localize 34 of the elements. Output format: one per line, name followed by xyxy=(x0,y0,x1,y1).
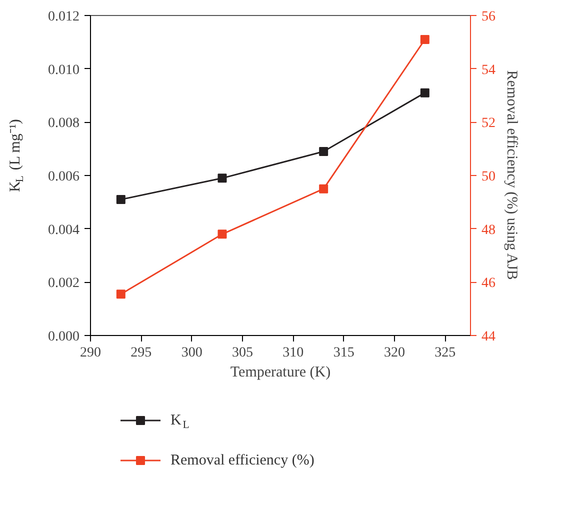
x-tick-label: 315 xyxy=(333,346,354,360)
legend-label: Removal efficiency (%) xyxy=(170,452,314,468)
x-tick-label: 310 xyxy=(282,346,304,360)
y2-tick-label: 52 xyxy=(482,116,496,132)
y-tick-label: 0.002 xyxy=(48,276,80,292)
point xyxy=(218,174,227,183)
y-tick-label: 0.006 xyxy=(48,170,80,184)
x-tick-label: 300 xyxy=(181,346,202,360)
x-tick-label: 305 xyxy=(232,346,253,360)
point xyxy=(319,147,328,156)
y-tick-label: 0.010 xyxy=(48,62,80,78)
y-tick-label: 0.000 xyxy=(48,330,80,344)
point xyxy=(116,290,126,299)
y2-tick-label: 44 xyxy=(482,330,496,344)
y2-tick-label: 50 xyxy=(482,170,496,184)
point xyxy=(116,195,126,204)
x-axis-title: Temperature (K) xyxy=(230,364,331,380)
y2-axis-title: Removal efficiency (%) using AJB xyxy=(504,70,520,280)
x-tick-label: 320 xyxy=(384,346,405,360)
x-tick-label: 290 xyxy=(80,346,101,360)
y2-tick-label: 46 xyxy=(482,276,496,292)
point xyxy=(420,35,430,44)
x-tick-label: 325 xyxy=(434,346,456,360)
y2-tick-label: 54 xyxy=(482,62,496,78)
point xyxy=(420,88,430,98)
y-axis-title: KL (L mg⁻¹) xyxy=(8,119,26,192)
point xyxy=(218,230,227,239)
y-tick-label: 0.004 xyxy=(48,222,80,238)
y2-tick-label: 56 xyxy=(482,10,496,24)
x-tick-label: 295 xyxy=(130,346,152,360)
y-tick-label: 0.008 xyxy=(48,116,80,132)
point xyxy=(319,184,328,194)
y-tick-label: 0.012 xyxy=(48,10,80,24)
y2-tick-label: 48 xyxy=(482,222,496,238)
